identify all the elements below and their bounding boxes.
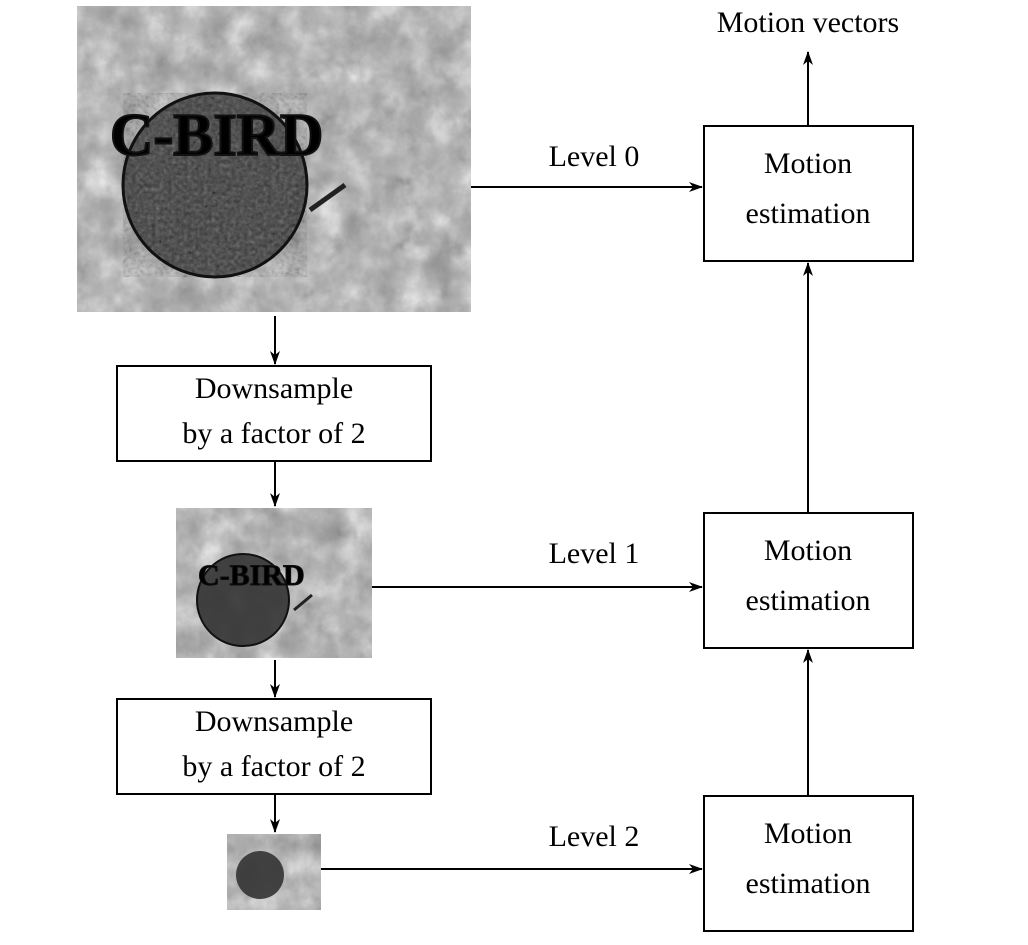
frame-level-0-image: C-BIRD: [77, 6, 471, 312]
frame-level-0-logo-text: C-BIRD: [110, 102, 323, 168]
level-1-label: Level 1: [549, 537, 640, 570]
motion-estimation-box-1-line2: estimation: [746, 584, 871, 617]
downsample-box-1: Downsample by a factor of 2: [116, 365, 432, 462]
downsample-box-2-line2: by a factor of 2: [182, 750, 365, 783]
motion-estimation-box-2: Motion estimation: [703, 795, 914, 932]
frame-level-2-image: [227, 834, 321, 910]
motion-estimation-box-0: Motion estimation: [703, 125, 914, 262]
motion-estimation-box-0-line1: Motion: [764, 147, 852, 180]
motion-estimation-box-1: Motion estimation: [703, 512, 914, 649]
motion-estimation-box-2-line2: estimation: [746, 867, 871, 900]
level-2-label: Level 2: [549, 820, 640, 853]
motion-estimation-box-1-line1: Motion: [764, 534, 852, 567]
motion-estimation-box-2-line1: Motion: [764, 817, 852, 850]
motion-vectors-label: Motion vectors: [717, 6, 899, 39]
frame-level-1-logo-text: C-BIRD: [198, 559, 305, 592]
downsample-box-2-line1: Downsample: [195, 705, 353, 738]
level-0-label: Level 0: [549, 140, 640, 173]
downsample-box-2: Downsample by a factor of 2: [116, 698, 432, 795]
frame-level-1-image: C-BIRD: [176, 508, 372, 658]
motion-estimation-box-0-line2: estimation: [746, 197, 871, 230]
downsample-box-1-line1: Downsample: [195, 372, 353, 405]
downsample-box-1-line2: by a factor of 2: [182, 417, 365, 450]
